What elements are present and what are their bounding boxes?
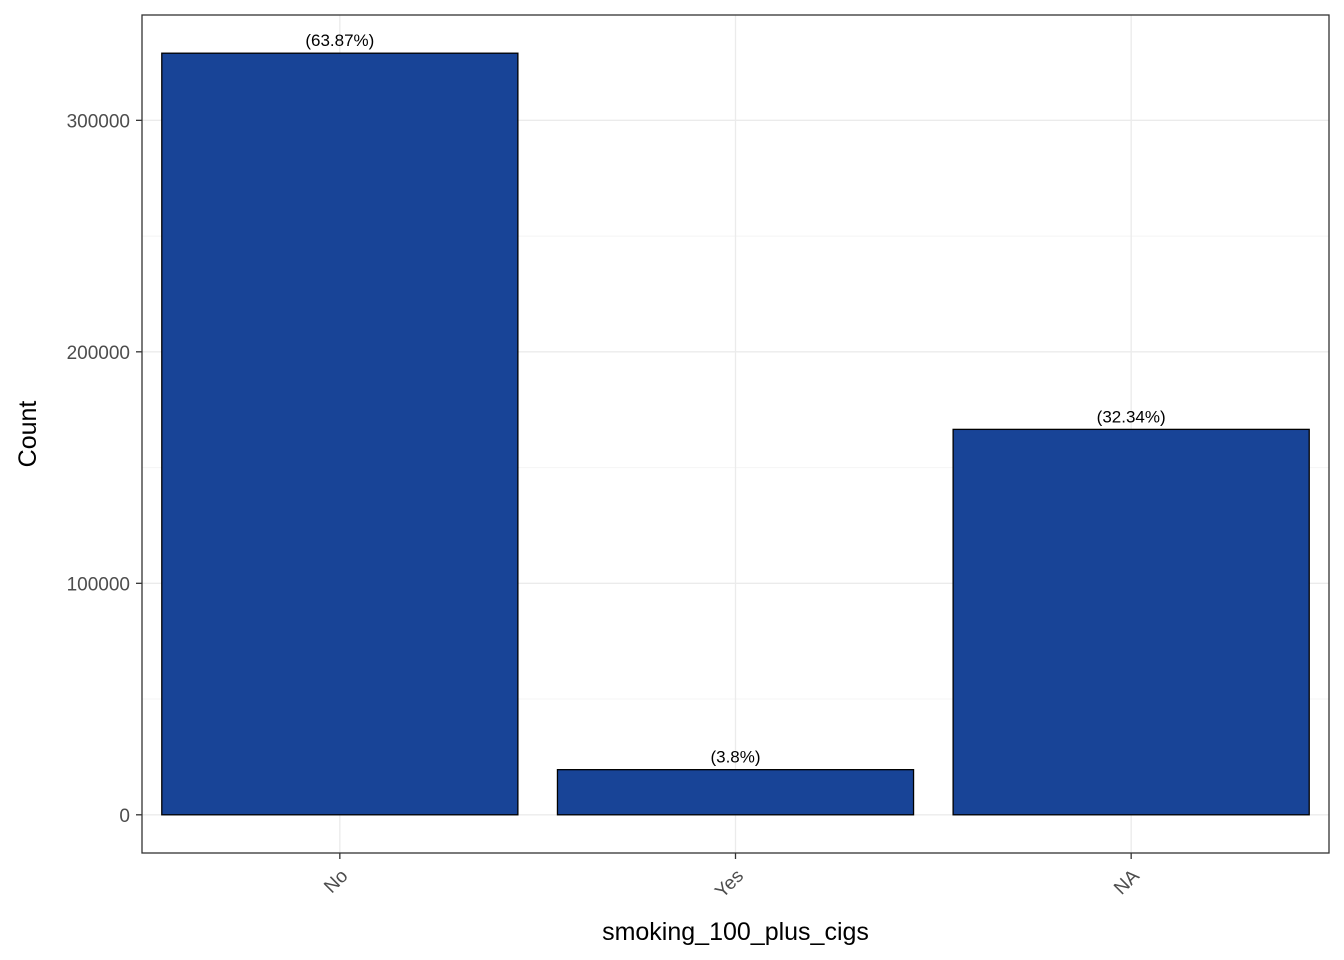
bars <box>161 52 1310 816</box>
data-label: (32.34%) <box>1097 407 1166 426</box>
y-tick-label: 300000 <box>67 111 130 132</box>
data-label: (63.87%) <box>305 31 374 50</box>
y-tick-label: 200000 <box>67 343 130 364</box>
y-axis-title: Count <box>14 401 42 468</box>
y-tick-label: 0 <box>119 806 130 827</box>
x-axis-title: smoking_100_plus_cigs <box>602 918 869 946</box>
data-labels: (63.87%) (3.8%) (32.34%) <box>305 31 1165 766</box>
bar-no <box>161 52 519 816</box>
data-label: (3.8%) <box>710 748 760 767</box>
bar-na <box>952 428 1310 816</box>
bar-yes <box>556 769 915 816</box>
y-axis: 0 100000 200000 300000 <box>67 111 142 827</box>
y-tick-label: 100000 <box>67 574 130 595</box>
